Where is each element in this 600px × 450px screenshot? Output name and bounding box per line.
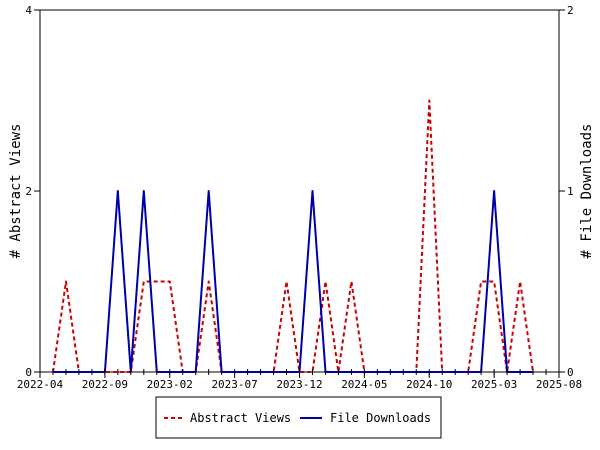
data-point	[65, 281, 67, 283]
data-point	[143, 281, 145, 283]
x-tick-label: 2022-04	[17, 378, 64, 391]
x-tick-label: 2024-10	[406, 378, 452, 391]
x-tick-label: 2024-05	[341, 378, 387, 391]
data-point	[429, 100, 431, 102]
data-point	[169, 281, 171, 283]
legend-label-file-downloads: File Downloads	[330, 411, 431, 425]
data-point	[117, 190, 119, 192]
x-tick-label: 2025-03	[471, 378, 517, 391]
data-point	[156, 281, 158, 283]
x-tick-label: 2023-07	[211, 378, 257, 391]
x-tick-label: 2025-08	[536, 378, 582, 391]
legend-box	[155, 396, 442, 439]
data-point	[519, 281, 521, 283]
data-point	[480, 281, 482, 283]
x-tick-label: 2023-02	[147, 378, 193, 391]
y-right-axis-title: # File Downloads	[579, 124, 595, 259]
y-left-tick-label: 2	[25, 185, 32, 198]
series-line-file-downloads	[53, 190, 533, 373]
data-point	[143, 190, 145, 192]
legend-label-abstract-views: Abstract Views	[190, 411, 291, 425]
data-point	[325, 281, 327, 283]
y-right-tick-label: 2	[567, 4, 574, 17]
y-right-tick-label: 0	[567, 366, 574, 379]
y-right-tick-label: 1	[567, 185, 574, 198]
legend: Abstract Views File Downloads	[155, 396, 442, 439]
x-tick-label: 2023-12	[276, 378, 322, 391]
data-point	[208, 190, 210, 192]
data-point	[493, 190, 495, 192]
data-point	[208, 281, 210, 283]
series-line-abstract-views	[52, 99, 534, 373]
data-point	[351, 281, 353, 283]
y-left-tick-label: 4	[25, 4, 32, 17]
data-point	[493, 281, 495, 283]
y-left-tick-label: 0	[25, 366, 32, 379]
data-point	[286, 281, 288, 283]
y-left-axis-title: # Abstract Views	[8, 124, 24, 259]
x-tick-label: 2022-09	[82, 378, 128, 391]
axes-layer: 2022-04 2022-09 2023-02 2023-07 2023-12 2024-…	[8, 4, 595, 391]
series-layer	[52, 99, 534, 373]
data-point	[312, 190, 314, 192]
